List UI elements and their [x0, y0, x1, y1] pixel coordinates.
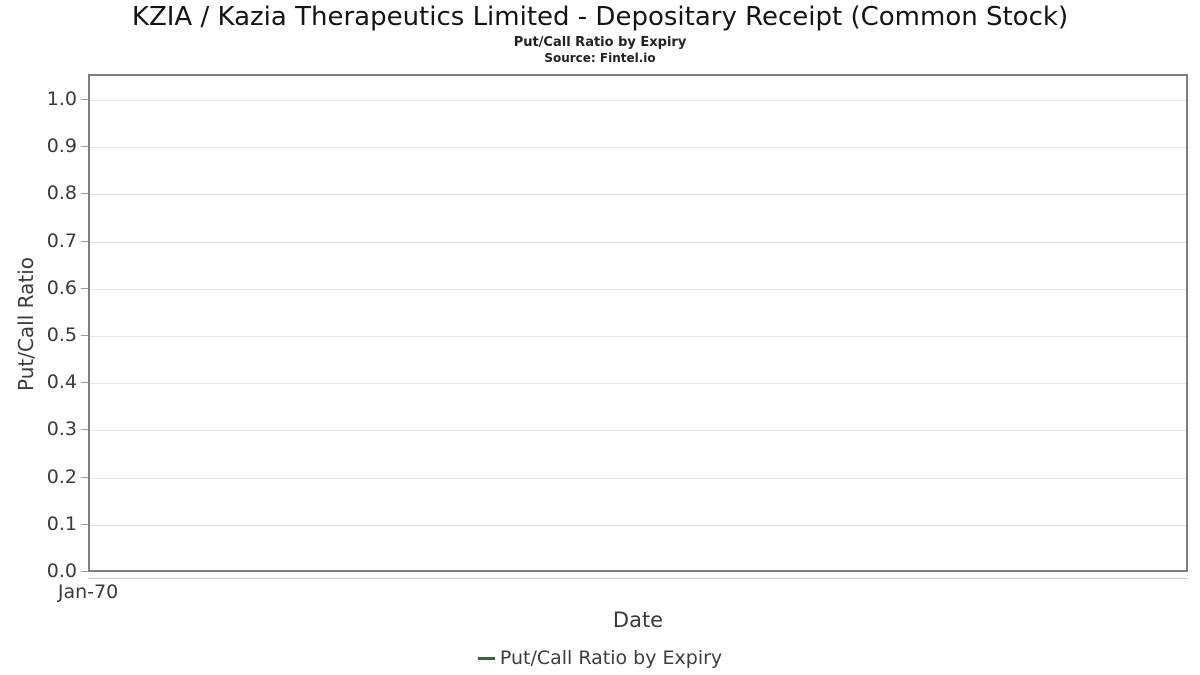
y-tick-label: 0.1 [46, 513, 77, 535]
y-tick-mark [81, 288, 88, 289]
chart-subtitle: Put/Call Ratio by Expiry [513, 35, 687, 50]
legend: Put/Call Ratio by Expiry [0, 645, 1200, 671]
x-axis-line [88, 578, 1188, 579]
y-tick-mark [81, 335, 88, 336]
y-tick-mark [81, 193, 88, 194]
y-tick-mark [81, 571, 88, 572]
y-tick-label: 0.4 [46, 371, 77, 393]
y-tick-label: 0.3 [46, 418, 77, 440]
y-gridline [90, 383, 1186, 384]
y-gridline [90, 100, 1186, 101]
y-gridline [90, 430, 1186, 431]
y-tick-label: 0.7 [46, 230, 77, 252]
y-tick-mark [81, 146, 88, 147]
y-tick-mark [81, 429, 88, 430]
chart-source: Source: Fintel.io [544, 51, 656, 65]
y-gridline [90, 242, 1186, 243]
y-gridline [90, 478, 1186, 479]
y-gridline [90, 194, 1186, 195]
y-tick-label: 0.9 [46, 135, 77, 157]
y-gridline [90, 289, 1186, 290]
y-tick-mark [81, 524, 88, 525]
y-tick-label: 0.5 [46, 324, 77, 346]
y-tick-mark [81, 477, 88, 478]
legend-line-marker [477, 656, 495, 660]
y-tick-mark [81, 382, 88, 383]
chart-title: KZIA / Kazia Therapeutics Limited - Depo… [131, 2, 1069, 32]
y-tick-mark [81, 99, 88, 100]
y-gridline [90, 525, 1186, 526]
plot-area [88, 74, 1188, 572]
y-tick-label: 0.0 [46, 560, 77, 582]
y-tick-label: 0.6 [46, 277, 77, 299]
y-gridline [90, 336, 1186, 337]
x-axis-title: Date [612, 608, 664, 632]
y-tick-mark [81, 241, 88, 242]
y-tick-label: 1.0 [46, 88, 77, 110]
legend-label: Put/Call Ratio by Expiry [499, 647, 723, 669]
y-tick-label: 0.2 [46, 466, 77, 488]
y-tick-label: 0.8 [46, 182, 77, 204]
y-gridline [90, 147, 1186, 148]
x-tick-label: Jan-70 [57, 581, 119, 603]
